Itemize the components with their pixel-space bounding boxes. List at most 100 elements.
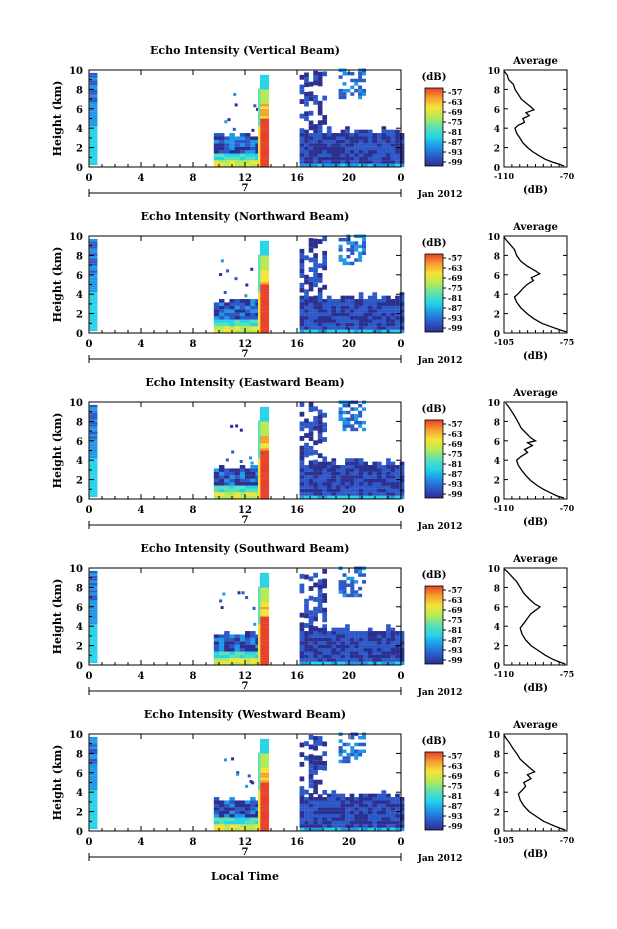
echo-cell [224,634,230,638]
echo-cell [390,302,396,306]
echo-cell [213,143,220,147]
echo-cell [224,305,230,310]
echo-cell [313,597,318,602]
x-tick-label: 16 [290,173,304,184]
echo-cell [258,752,261,756]
echo-cell [219,329,225,334]
echo-cell [326,468,332,472]
echo-cell [219,820,225,825]
echo-cell [213,326,220,330]
echo-cell [313,651,318,655]
echo-cell [326,146,332,151]
echo-cell [317,71,323,77]
echo-cell [390,133,396,137]
echo-cell [317,433,323,439]
echo-cell [250,824,256,828]
echo-cell [224,163,230,168]
echo-cell [259,787,270,790]
echo-cell [245,136,251,140]
echo-cell [234,143,241,147]
echo-cell [395,143,400,147]
echo-cell [213,316,220,320]
echo-cell [326,309,332,313]
echo-cell [338,749,343,754]
echo-cell [322,422,328,428]
echo-cell [362,251,367,256]
echo-cell [381,797,387,801]
echo-cell [372,654,378,659]
echo-cell [340,824,346,828]
colorbar-ramp [424,87,444,167]
echo-cell [395,827,400,832]
echo-cell [304,312,309,317]
y-tick-label: 4 [76,290,83,301]
echo-cell [89,602,98,605]
echo-cell [399,319,405,323]
echo-cell [336,824,341,828]
echo-cell [322,661,328,666]
echo-cell [299,658,305,662]
echo-cell [89,443,98,447]
echo-cell [386,492,391,496]
echo-cell [386,458,391,462]
echo-cell [308,793,314,798]
echo-cell [259,328,270,331]
echo-cell [322,634,328,638]
colorbar-tick-label: -63 [448,263,463,273]
echo-cell [250,163,256,168]
profile-y-tick-label: 0 [494,330,500,340]
echo-cell [259,758,270,761]
echo-cell [350,248,355,252]
y-tick-label: 8 [76,749,83,760]
echo-cell [336,312,341,317]
echo-cell [395,312,400,317]
echo-cell [258,100,261,104]
echo-cell [245,488,251,493]
beam-panel-3: Echo Intensity (Southward Beam)Height (k… [51,542,574,698]
echo-cell [395,661,400,666]
echo-cell [342,742,347,747]
echo-cell [399,150,405,154]
echo-cell [250,654,256,659]
echo-cell [395,797,400,801]
echo-cell [322,741,328,747]
echo-cell [376,641,382,645]
echo-cell [233,92,237,96]
echo-cell [395,488,400,493]
echo-cell [381,139,387,144]
echo-cell [304,294,309,300]
echo-cell [259,765,270,769]
echo-cell [326,658,332,662]
echo-cell [358,735,363,740]
echo-cell [354,482,359,486]
echo-cell [326,319,332,323]
echo-cell [350,735,355,740]
echo-cell [336,156,341,161]
echo-cell [308,797,314,801]
echo-cell [336,661,341,666]
echo-cell [345,492,350,496]
echo-cell [390,150,396,154]
echo-cell [258,164,261,168]
echo-cell [326,156,332,161]
echo-cell [259,120,270,124]
echo-cell [308,160,314,164]
colorbar-label: (dB) [422,570,447,581]
echo-cell [299,634,305,638]
echo-cell [322,139,328,144]
colorbar-tick-label: -99 [448,157,463,167]
echo-cell [89,489,98,493]
profile-title: Average [512,222,558,233]
echo-cell [349,817,355,821]
echo-cell [381,824,387,828]
echo-cell [390,461,396,466]
echo-cell [342,417,347,422]
echo-cell [229,133,235,137]
echo-cell [322,578,328,584]
echo-cell [304,648,309,652]
echo-cell [219,465,225,469]
echo-cell [381,817,387,821]
echo-cell [313,824,318,828]
echo-cell [386,488,391,493]
echo-cell [219,634,225,638]
